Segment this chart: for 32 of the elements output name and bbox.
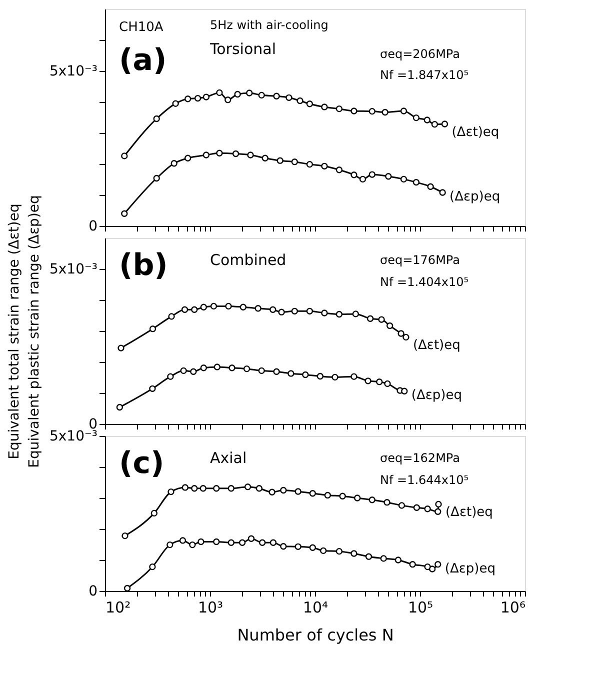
y-tick-label: 0: [88, 584, 98, 600]
annotation: σeq=206MPa: [380, 47, 460, 61]
x-tick-label: 10³: [198, 598, 224, 616]
x-axis-title: Number of cycles N: [237, 626, 394, 644]
y-tick-label: 5x10⁻³: [49, 428, 98, 444]
annotation: CH10A: [119, 20, 164, 35]
annotation: Combined: [210, 251, 286, 269]
series-label: (Δεp)eq: [444, 561, 496, 576]
annotation: (c): [119, 446, 164, 481]
annotation: Nf =1.644x10⁵: [380, 473, 469, 487]
annotation: Nf =1.847x10⁵: [380, 68, 469, 82]
y-tick-label: 5x10⁻³: [49, 64, 98, 80]
annotation: Torsional: [209, 40, 276, 58]
series-label: (Δεp)eq: [450, 190, 500, 205]
x-tick-label: 10⁵: [408, 598, 434, 616]
series-label: (Δεt)eq: [452, 125, 500, 140]
series-label: (Δεt)eq: [445, 505, 493, 520]
y-tick-label: 5x10⁻³: [49, 262, 98, 278]
series-label: (Δεp)eq: [411, 388, 462, 404]
y-tick-label: 0: [88, 218, 98, 234]
series-label: (Δεt)eq: [412, 338, 460, 354]
annotation: σeq=162MPa: [380, 451, 460, 465]
annotation: σeq=176MPa: [380, 253, 460, 267]
annotation: (a): [119, 43, 167, 78]
annotation: Axial: [210, 449, 247, 467]
annotation: Nf =1.404x10⁵: [380, 275, 469, 289]
x-tick-label: 10⁴: [302, 598, 328, 616]
x-tick-label: 10²: [106, 598, 131, 616]
y-axis-title: Equivalent total strain range (Δεt)eq Equivalent plastic strain range (Δεp)eq: [6, 195, 42, 468]
annotation: 5Hz with air-cooling: [210, 18, 328, 32]
annotation: (b): [119, 248, 168, 283]
x-tick-label: 10⁶: [500, 598, 526, 616]
